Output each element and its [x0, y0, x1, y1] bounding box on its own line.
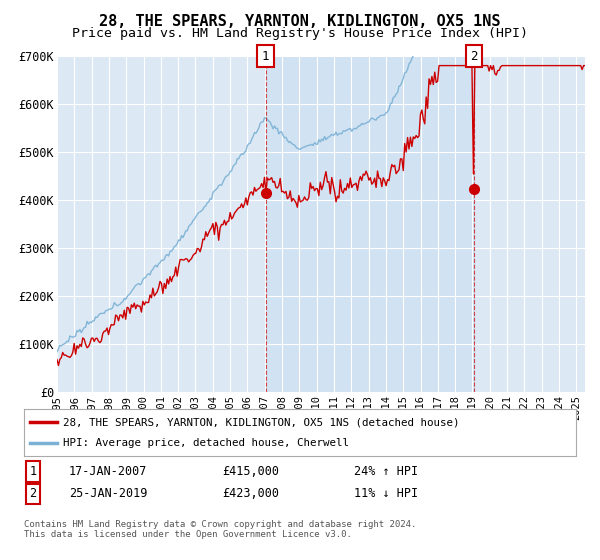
Text: 2: 2 [29, 487, 37, 501]
Text: 2: 2 [470, 49, 478, 63]
Text: 1: 1 [29, 465, 37, 478]
Text: 28, THE SPEARS, YARNTON, KIDLINGTON, OX5 1NS: 28, THE SPEARS, YARNTON, KIDLINGTON, OX5… [99, 14, 501, 29]
Text: 11% ↓ HPI: 11% ↓ HPI [354, 487, 418, 501]
Text: Price paid vs. HM Land Registry's House Price Index (HPI): Price paid vs. HM Land Registry's House … [72, 27, 528, 40]
Text: 28, THE SPEARS, YARNTON, KIDLINGTON, OX5 1NS (detached house): 28, THE SPEARS, YARNTON, KIDLINGTON, OX5… [62, 417, 459, 427]
Text: Contains HM Land Registry data © Crown copyright and database right 2024.
This d: Contains HM Land Registry data © Crown c… [24, 520, 416, 539]
Text: 24% ↑ HPI: 24% ↑ HPI [354, 465, 418, 478]
Text: 1: 1 [262, 49, 269, 63]
Text: £423,000: £423,000 [222, 487, 279, 501]
Text: £415,000: £415,000 [222, 465, 279, 478]
Text: HPI: Average price, detached house, Cherwell: HPI: Average price, detached house, Cher… [62, 438, 349, 448]
Text: 17-JAN-2007: 17-JAN-2007 [69, 465, 148, 478]
Bar [266, 56, 473, 392]
Text: 25-JAN-2019: 25-JAN-2019 [69, 487, 148, 501]
